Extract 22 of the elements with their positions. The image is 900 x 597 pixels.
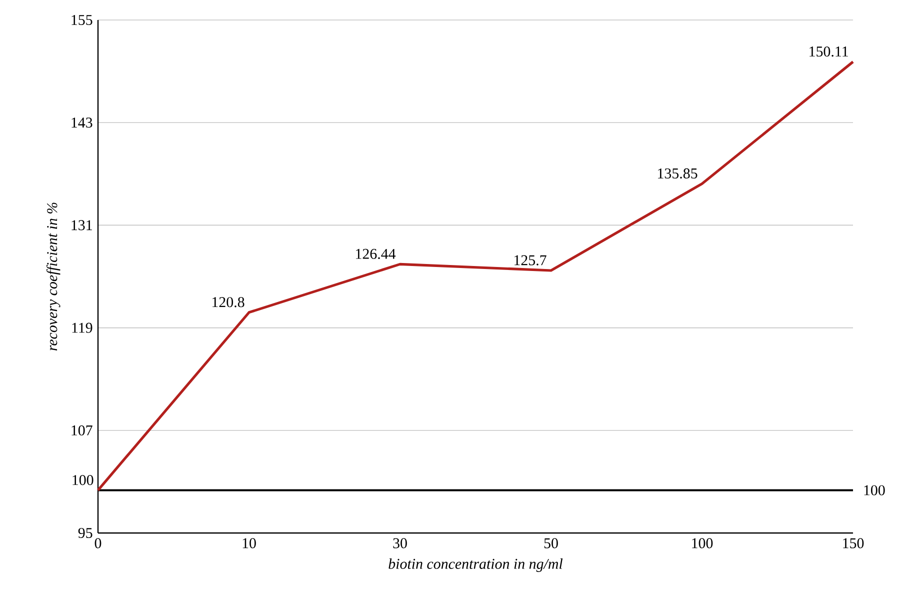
data-label: 135.85: [658, 168, 698, 179]
y-tick-label: 143: [72, 118, 92, 128]
data-label: 126.44: [356, 248, 396, 260]
data-label: 150.11: [810, 46, 848, 57]
y-tick-label: 95: [78, 528, 92, 538]
y-tick-label: 119: [72, 322, 92, 333]
y-tick-label: 155: [72, 15, 92, 25]
y-tick-label: 131: [72, 220, 92, 230]
x-tick-label: 50: [544, 538, 558, 548]
data-label: 120.8: [212, 297, 244, 308]
ref-line-label: 100: [864, 485, 885, 496]
line-series: [96, 60, 854, 492]
x-tick-label: 10: [242, 538, 256, 548]
x-tick-label: 0: [94, 538, 102, 548]
y-tick-label: 107: [72, 425, 92, 436]
data-label: 100: [72, 474, 94, 486]
y-axis-title: recovery coefficient in %: [46, 202, 60, 351]
x-tick-label: 150: [843, 538, 864, 548]
x-tick-label: 100: [692, 538, 713, 548]
data-label: 125.7: [514, 255, 546, 266]
x-axis-title: biotin concentration in ng/ml: [388, 558, 563, 572]
x-tick-label: 30: [393, 538, 407, 548]
